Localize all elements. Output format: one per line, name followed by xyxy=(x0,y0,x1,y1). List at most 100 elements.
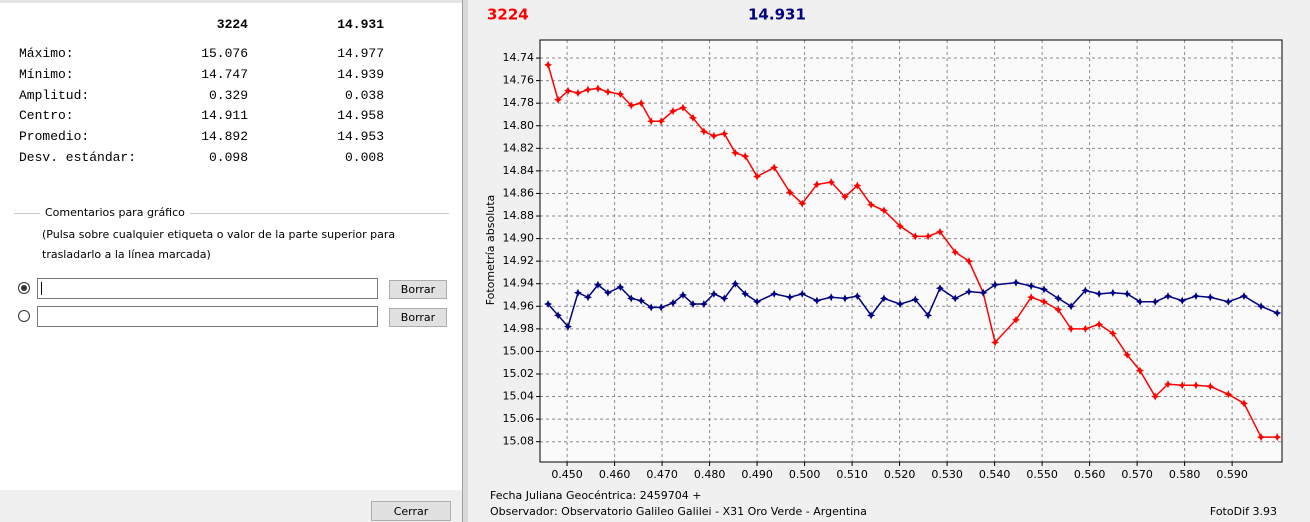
stat-value: 14.939 xyxy=(337,66,384,82)
data-point xyxy=(554,95,563,104)
data-point xyxy=(657,117,666,126)
y-tick-label: 15.00 xyxy=(503,344,535,357)
data-point xyxy=(951,248,960,257)
data-point xyxy=(1011,278,1020,287)
stat-label: Mínimo: xyxy=(19,66,74,82)
y-tick-label: 15.06 xyxy=(503,412,535,425)
x-note: Fecha Juliana Geocéntrica: 2459704 + xyxy=(490,489,701,502)
data-point xyxy=(731,279,740,288)
data-point xyxy=(544,60,553,69)
data-point xyxy=(879,294,888,303)
x-tick-label: 0.540 xyxy=(979,468,1011,481)
stat-value: 14.747 xyxy=(201,66,248,82)
stat-label: Promedio: xyxy=(19,129,90,145)
data-point xyxy=(720,129,729,138)
data-point xyxy=(879,206,888,215)
data-point xyxy=(1040,285,1049,294)
data-point xyxy=(1011,315,1020,324)
data-point xyxy=(1108,329,1117,338)
x-tick-label: 0.470 xyxy=(646,468,678,481)
data-point xyxy=(1224,390,1233,399)
y-tick-label: 14.90 xyxy=(503,232,535,245)
stat-value: 0.329 xyxy=(208,87,248,103)
stat-label: Desv. estándar: xyxy=(19,150,137,165)
data-point xyxy=(964,257,973,266)
data-point xyxy=(709,289,718,298)
y-tick-label: 14.96 xyxy=(503,299,535,312)
data-point xyxy=(853,292,862,301)
data-point xyxy=(1067,324,1076,333)
clear-button[interactable]: Borrar xyxy=(389,308,447,327)
stat-value: 0.098 xyxy=(208,150,248,165)
data-point xyxy=(1095,289,1104,298)
observer: Observador: Observatorio Galileo Galilei… xyxy=(490,505,867,518)
data-point xyxy=(741,152,750,161)
data-point xyxy=(593,84,602,93)
data-point xyxy=(554,311,563,320)
data-point xyxy=(840,294,849,303)
data-point xyxy=(753,297,762,306)
data-point xyxy=(669,107,678,116)
data-point xyxy=(785,188,794,197)
data-point xyxy=(647,117,656,126)
column-header: 14.931 xyxy=(337,17,384,32)
data-point xyxy=(867,311,876,320)
column-header: 3224 xyxy=(216,17,248,32)
data-point xyxy=(637,99,646,108)
data-point xyxy=(1081,324,1090,333)
data-point xyxy=(637,296,646,305)
data-point xyxy=(770,289,779,298)
x-tick-label: 0.530 xyxy=(931,468,963,481)
data-point xyxy=(1135,297,1144,306)
data-point xyxy=(583,293,592,302)
data-point xyxy=(583,85,592,94)
data-point xyxy=(951,294,960,303)
x-tick-label: 0.480 xyxy=(694,468,726,481)
x-tick-label: 0.500 xyxy=(789,468,821,481)
data-point xyxy=(991,338,1000,347)
y-tick-label: 14.74 xyxy=(503,51,535,64)
clear-button[interactable]: Borrar xyxy=(389,280,447,299)
data-point xyxy=(840,192,849,201)
data-point xyxy=(1095,320,1104,329)
y-tick-label: 14.92 xyxy=(503,254,535,267)
data-point xyxy=(911,232,920,241)
y-tick-label: 15.08 xyxy=(503,435,535,448)
y-tick-label: 14.86 xyxy=(503,186,535,199)
y-tick-label: 14.82 xyxy=(503,141,535,154)
data-point xyxy=(1081,286,1090,295)
data-point xyxy=(603,87,612,96)
comments-hint: (Pulsa sobre cualquier etiqueta o valor … xyxy=(42,228,396,261)
data-point xyxy=(964,287,973,296)
data-point xyxy=(798,199,807,208)
x-tick-label: 0.460 xyxy=(599,468,631,481)
chart: Fotometría absoluta Fecha Juliana Geocén… xyxy=(468,0,1310,522)
y-axis-label: Fotometría absoluta xyxy=(484,195,497,306)
data-point xyxy=(678,291,687,300)
data-point xyxy=(896,300,905,309)
legend-entry: 14.931 xyxy=(748,6,806,24)
comment-input[interactable] xyxy=(37,278,378,299)
radio-dot xyxy=(21,285,27,291)
data-point xyxy=(603,288,612,297)
data-point xyxy=(1040,297,1049,306)
data-point xyxy=(574,288,583,297)
data-point xyxy=(1123,289,1132,298)
y-tick-label: 14.94 xyxy=(503,277,535,290)
x-tick-label: 0.560 xyxy=(1074,468,1106,481)
x-tick-label: 0.490 xyxy=(741,468,773,481)
data-point xyxy=(1027,281,1036,290)
radio-button[interactable] xyxy=(18,310,30,322)
legend-entry: 3224 xyxy=(487,6,529,24)
data-point xyxy=(1239,399,1248,408)
radio-button[interactable] xyxy=(18,282,30,294)
data-point xyxy=(1239,292,1248,301)
data-point xyxy=(924,311,933,320)
close-button[interactable]: Cerrar xyxy=(371,501,451,521)
x-tick-label: 0.590 xyxy=(1216,468,1248,481)
data-point xyxy=(1163,380,1172,389)
data-point xyxy=(935,227,944,236)
comment-input[interactable] xyxy=(37,306,378,327)
data-point xyxy=(593,280,602,289)
